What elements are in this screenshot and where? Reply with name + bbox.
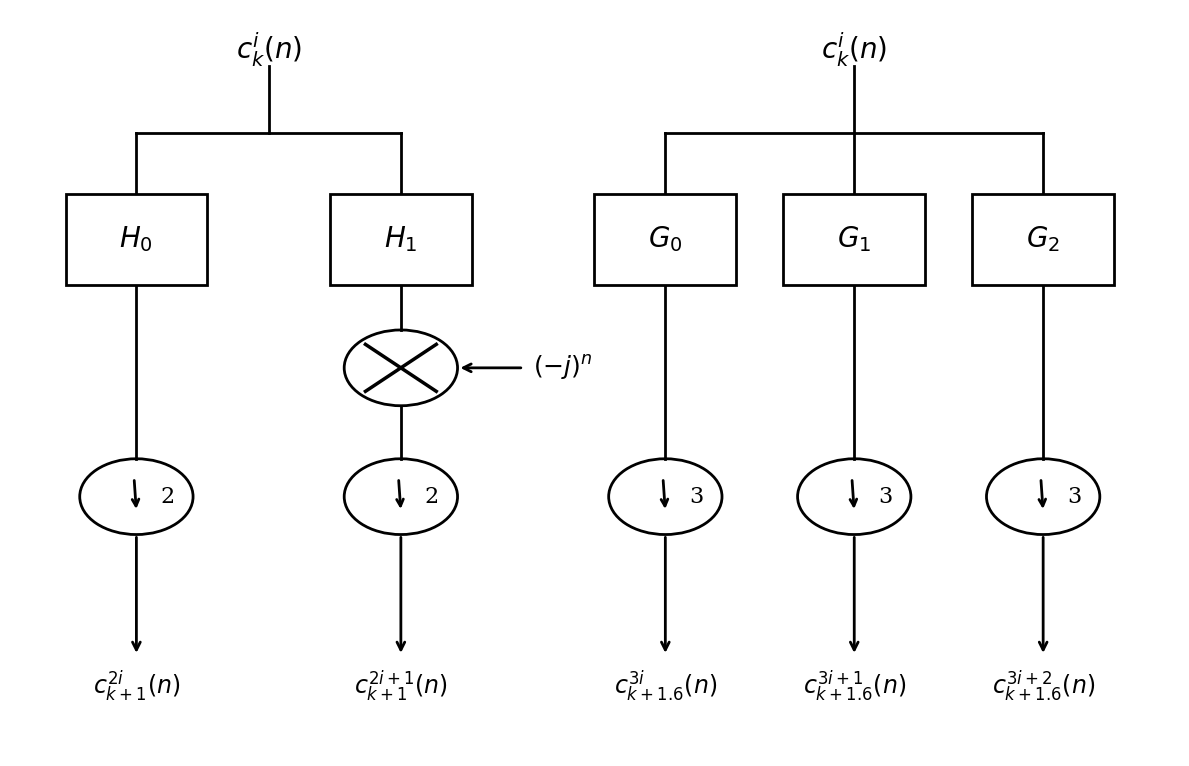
Text: $G_0$: $G_0$ (648, 224, 682, 254)
Text: 2: 2 (161, 486, 174, 508)
Text: $G_1$: $G_1$ (837, 224, 872, 254)
Text: $G_2$: $G_2$ (1026, 224, 1061, 254)
Text: 2: 2 (424, 486, 439, 508)
Text: $c_{k+1}^{2i+1}(n)$: $c_{k+1}^{2i+1}(n)$ (354, 668, 448, 704)
Text: $c_k^i(n)$: $c_k^i(n)$ (822, 31, 887, 69)
Text: 3: 3 (877, 486, 892, 508)
Text: $c_{k+1.6}^{3i+1}(n)$: $c_{k+1.6}^{3i+1}(n)$ (803, 668, 906, 704)
Text: 3: 3 (688, 486, 703, 508)
Text: $c_k^i(n)$: $c_k^i(n)$ (235, 31, 302, 69)
Text: 3: 3 (1067, 486, 1081, 508)
Text: $H_0$: $H_0$ (119, 224, 153, 254)
Text: $(-j)^n$: $(-j)^n$ (533, 353, 592, 382)
Text: $c_{k+1}^{2i}(n)$: $c_{k+1}^{2i}(n)$ (93, 668, 180, 704)
Text: $c_{k+1.6}^{3i}(n)$: $c_{k+1.6}^{3i}(n)$ (614, 668, 717, 704)
FancyBboxPatch shape (973, 194, 1114, 284)
Text: $c_{k+1.6}^{3i+2}(n)$: $c_{k+1.6}^{3i+2}(n)$ (992, 668, 1095, 704)
FancyBboxPatch shape (784, 194, 925, 284)
FancyBboxPatch shape (594, 194, 736, 284)
FancyBboxPatch shape (331, 194, 472, 284)
FancyBboxPatch shape (65, 194, 207, 284)
Text: $H_1$: $H_1$ (384, 224, 417, 254)
